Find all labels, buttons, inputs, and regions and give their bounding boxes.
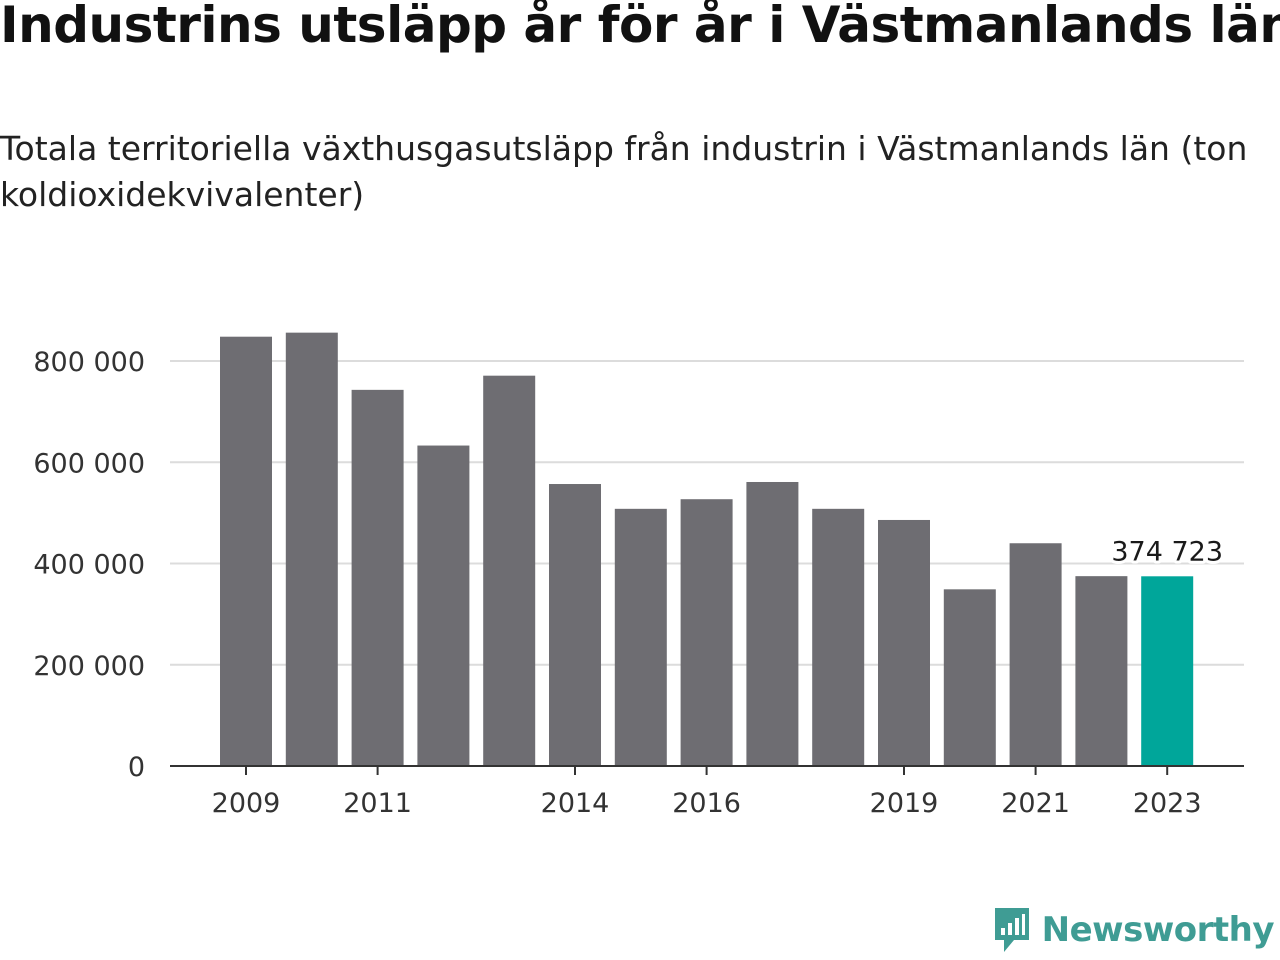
grid-lines [170,360,1244,666]
bar-2020 [943,589,996,766]
y-tick-label: 200 000 [33,651,145,682]
bar-2023 [1141,576,1194,766]
x-tick-label: 2011 [343,788,412,819]
bars [220,332,1194,766]
bar-2012 [417,445,470,766]
chart-title: Industrins utsläpp år för år i Västmanla… [0,0,1280,54]
y-tick-label: 400 000 [33,550,145,581]
chart-subtitle: Totala territoriella växthusgasutsläpp f… [0,129,1248,214]
highlight-value-label: 374 723 [1111,536,1223,567]
bar-2017 [746,481,799,766]
bar-2021 [1009,543,1062,766]
x-tick-label: 2019 [870,788,939,819]
bar-2011 [351,389,404,766]
annotations: 374 723 [1108,533,1226,570]
y-tick-label: 800 000 [33,347,145,378]
bar-2013 [483,375,536,766]
bar-2022 [1075,576,1128,766]
y-tick-label: 600 000 [33,448,145,479]
x-tick-label: 2014 [541,788,610,819]
bar-2014 [549,484,601,766]
x-tick-label: 2009 [212,788,281,819]
bar-2018 [812,508,865,766]
newsworthy-logo: Newsworthy [992,906,1275,954]
y-tick-label: 0 [128,752,145,783]
x-tick-label: 2021 [1001,788,1070,819]
newsworthy-logo-icon [994,908,1029,952]
bar-2019 [878,519,930,766]
bar-2010 [285,332,338,766]
newsworthy-logo-text: Newsworthy [1041,910,1275,950]
x-tick-label: 2016 [672,788,741,819]
bar-2009 [220,336,272,766]
y-axis-labels: 0 200 000 400 000 600 000 800 000 [33,347,145,783]
bar-2016 [680,499,733,766]
x-axis-ticks: 2009 2011 2014 2016 2019 2021 2023 [212,766,1202,819]
x-tick-label: 2023 [1133,788,1202,819]
bar-2015 [614,508,667,766]
